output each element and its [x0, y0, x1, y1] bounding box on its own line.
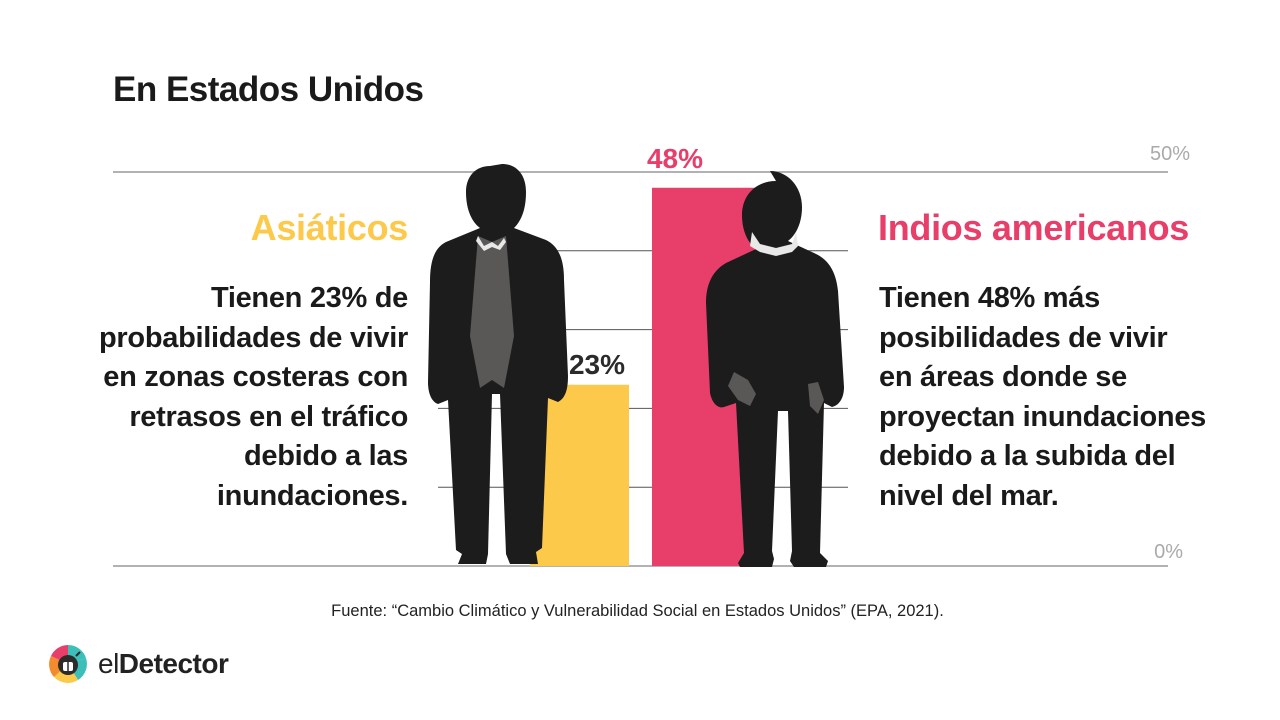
person-silhouette-icon [428, 164, 568, 564]
logo-text: elDetector [98, 648, 229, 679]
person-silhouette-icon [706, 171, 844, 567]
page-title: En Estados Unidos [113, 70, 424, 109]
data-labels: 0% 50% 23% 48% [569, 143, 1190, 563]
eldetector-logo-icon [49, 645, 87, 683]
native-group-title: Indios americanos [878, 207, 1190, 248]
y-tick-label: 50% [1150, 143, 1190, 165]
data-label: 48% [647, 143, 703, 174]
source-note: Fuente: “Cambio Climático y Vulnerabilid… [331, 602, 944, 620]
y-tick-label: 0% [1154, 541, 1183, 563]
native-group-description: Tienen 48% más posibilidades de vivir en… [879, 282, 1206, 512]
data-label: 23% [569, 349, 625, 380]
eldetector-logo: elDetector [48, 644, 229, 684]
asian-group-title: Asiáticos [250, 207, 409, 248]
asian-group-description: Tienen 23% de probabilidades de vivir en… [99, 282, 408, 512]
